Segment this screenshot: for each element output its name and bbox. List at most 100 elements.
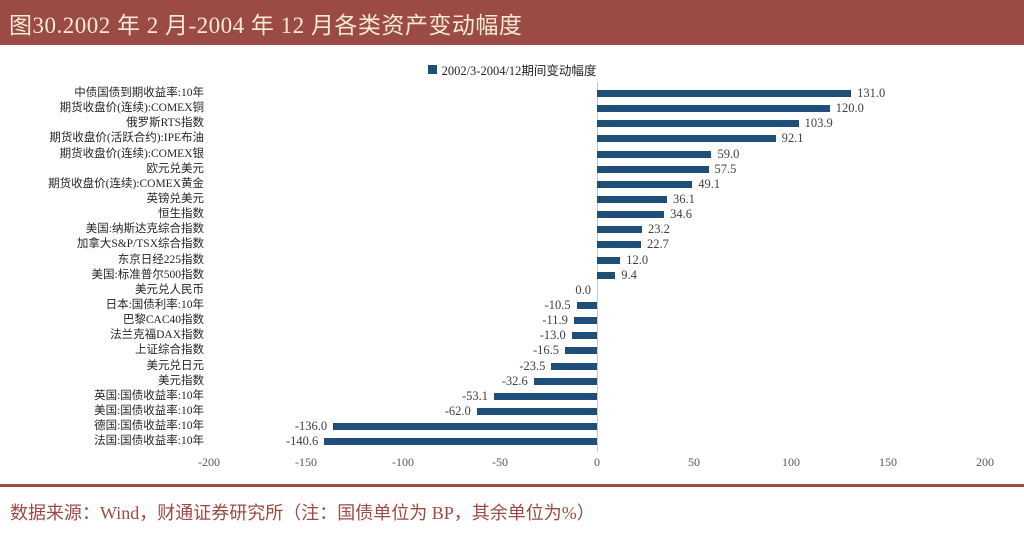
value-label: 36.1 xyxy=(673,191,695,206)
value-label: 59.0 xyxy=(717,146,740,161)
chart-row: 英国:国债收益率:10年 -53.1 xyxy=(0,389,1024,404)
bar-rows: 中债国债到期收益率:10年 131.0 期货收盘价(连续):COMEX铜 120.0 俄… xyxy=(0,86,1024,449)
category-label: 英镑兑美元 xyxy=(146,193,205,206)
bar xyxy=(571,332,597,340)
chart-row: 东京日经225指数 12.0 xyxy=(0,253,1024,268)
row-plot: 131.0 xyxy=(209,86,985,101)
x-axis: -200 -150 -100 -50 0 50 100 150 200 xyxy=(0,455,1024,473)
row-plot: 92.1 xyxy=(209,131,985,146)
value-label: 131.0 xyxy=(857,86,886,100)
zero-axis-line xyxy=(597,82,598,452)
legend-square-icon xyxy=(427,64,437,74)
bar xyxy=(551,362,597,370)
footer-divider xyxy=(0,484,1024,487)
value-label: 12.0 xyxy=(626,252,649,267)
bar xyxy=(533,377,597,385)
category-label: 英国:国债收益率:10年 xyxy=(94,389,204,402)
row-plot: 23.2 xyxy=(209,222,985,237)
category-label: 美元兑人民币 xyxy=(135,283,204,296)
chart-row: 加拿大S&P/TSX综合指数 22.7 xyxy=(0,237,1024,252)
bar xyxy=(324,438,597,446)
x-axis-tick-label: -150 xyxy=(295,455,317,469)
category-label: 期货收盘价(连续):COMEX银 xyxy=(59,147,204,160)
row-plot: 57.5 xyxy=(209,162,985,177)
x-axis-tick-label: 100 xyxy=(782,455,800,469)
category-label: 东京日经225指数 xyxy=(117,253,204,266)
bar xyxy=(597,256,621,264)
bar xyxy=(597,150,712,158)
chart-row: 德国:国债收益率:10年 -136.0 xyxy=(0,419,1024,434)
chart-row: 期货收盘价(连续):COMEX银 59.0 xyxy=(0,147,1024,162)
value-label: -16.5 xyxy=(532,343,559,358)
category-label: 日本:国债利率:10年 xyxy=(105,299,204,312)
value-label: 34.6 xyxy=(670,207,692,222)
value-label: -62.0 xyxy=(444,403,471,418)
value-label: -53.1 xyxy=(461,388,488,403)
x-axis-tick-label: 150 xyxy=(879,455,897,469)
chart-row: 美国:国债收益率:10年 -62.0 xyxy=(0,404,1024,419)
bar xyxy=(597,120,799,128)
category-label: 期货收盘价(连续):COMEX黄金 xyxy=(48,177,204,190)
chart-row: 巴黎CAC40指数 -11.9 xyxy=(0,313,1024,328)
chart-row: 日本:国债利率:10年 -10.5 xyxy=(0,298,1024,313)
bar xyxy=(597,180,693,188)
chart-row: 美元兑人民币 0.0 xyxy=(0,283,1024,298)
row-plot: -136.0 xyxy=(209,419,985,434)
chart-row: 美国:纳斯达克综合指数 23.2 xyxy=(0,222,1024,237)
row-plot: -32.6 xyxy=(209,374,985,389)
chart-row: 美国:标准普尔500指数 9.4 xyxy=(0,268,1024,283)
x-axis-tick-label: -50 xyxy=(492,455,508,469)
row-plot: 12.0 xyxy=(209,253,985,268)
category-label: 法国:国债收益率:10年 xyxy=(94,435,204,448)
row-plot: 9.4 xyxy=(209,268,985,283)
value-label: 22.7 xyxy=(647,237,669,252)
figure-title-bar: 图30.2002 年 2 月-2004 年 12 月各类资产变动幅度 xyxy=(0,0,1024,45)
category-label: 上证综合指数 xyxy=(135,344,204,357)
category-label: 德国:国债收益率:10年 xyxy=(94,420,204,433)
row-plot: 34.6 xyxy=(209,207,985,222)
x-axis-tick-label: 50 xyxy=(688,455,700,469)
chart-legend: 2002/3-2004/12期间变动幅度 xyxy=(0,61,1024,78)
chart-row: 法国:国债收益率:10年 -140.6 xyxy=(0,434,1024,449)
chart-row: 中债国债到期收益率:10年 131.0 xyxy=(0,86,1024,101)
value-label: 49.1 xyxy=(698,176,721,191)
value-label: 0.0 xyxy=(575,282,591,297)
category-label: 期货收盘价(连续):COMEX铜 xyxy=(59,102,204,115)
figure-title: 图30.2002 年 2 月-2004 年 12 月各类资产变动幅度 xyxy=(9,12,523,38)
chart-row: 法兰克福DAX指数 -13.0 xyxy=(0,328,1024,343)
value-label: -32.6 xyxy=(501,373,528,388)
value-label: -136.0 xyxy=(294,419,328,434)
bar xyxy=(597,90,852,97)
x-axis-tick-label: -100 xyxy=(392,455,414,469)
legend-label: 2002/3-2004/12期间变动幅度 xyxy=(441,63,597,78)
value-label: -13.0 xyxy=(539,328,566,343)
category-label: 美国:纳斯达克综合指数 xyxy=(85,223,204,236)
category-label: 美国:标准普尔500指数 xyxy=(91,268,204,281)
chart-row: 期货收盘价(连续):COMEX铜 120.0 xyxy=(0,101,1024,116)
category-label: 中债国债到期收益率:10年 xyxy=(74,87,204,100)
value-label: -10.5 xyxy=(544,297,571,312)
row-plot: -62.0 xyxy=(209,404,985,419)
row-plot: 0.0 xyxy=(209,283,985,298)
chart-row: 欧元兑美元 57.5 xyxy=(0,162,1024,177)
category-label: 欧元兑美元 xyxy=(146,162,205,175)
value-label: -11.9 xyxy=(542,313,568,328)
row-plot: -13.0 xyxy=(209,328,985,343)
data-source-note: 数据来源：Wind，财通证券研究所（注：国债单位为 BP，其余单位为%） xyxy=(10,503,595,523)
value-label: 120.0 xyxy=(835,101,864,116)
bar xyxy=(576,301,597,309)
value-label: -23.5 xyxy=(519,358,546,373)
category-label: 美元指数 xyxy=(158,374,204,387)
value-label: 92.1 xyxy=(781,131,804,146)
category-label: 美元兑日元 xyxy=(146,359,205,372)
bar xyxy=(476,407,597,415)
row-plot: 22.7 xyxy=(209,237,985,252)
row-plot: 36.1 xyxy=(209,192,985,207)
bar xyxy=(597,135,776,143)
chart-row: 恒生指数 34.6 xyxy=(0,207,1024,222)
value-label: 103.9 xyxy=(804,116,833,131)
row-plot: -53.1 xyxy=(209,389,985,404)
value-label: -140.6 xyxy=(285,434,319,449)
row-plot: 103.9 xyxy=(209,116,985,131)
